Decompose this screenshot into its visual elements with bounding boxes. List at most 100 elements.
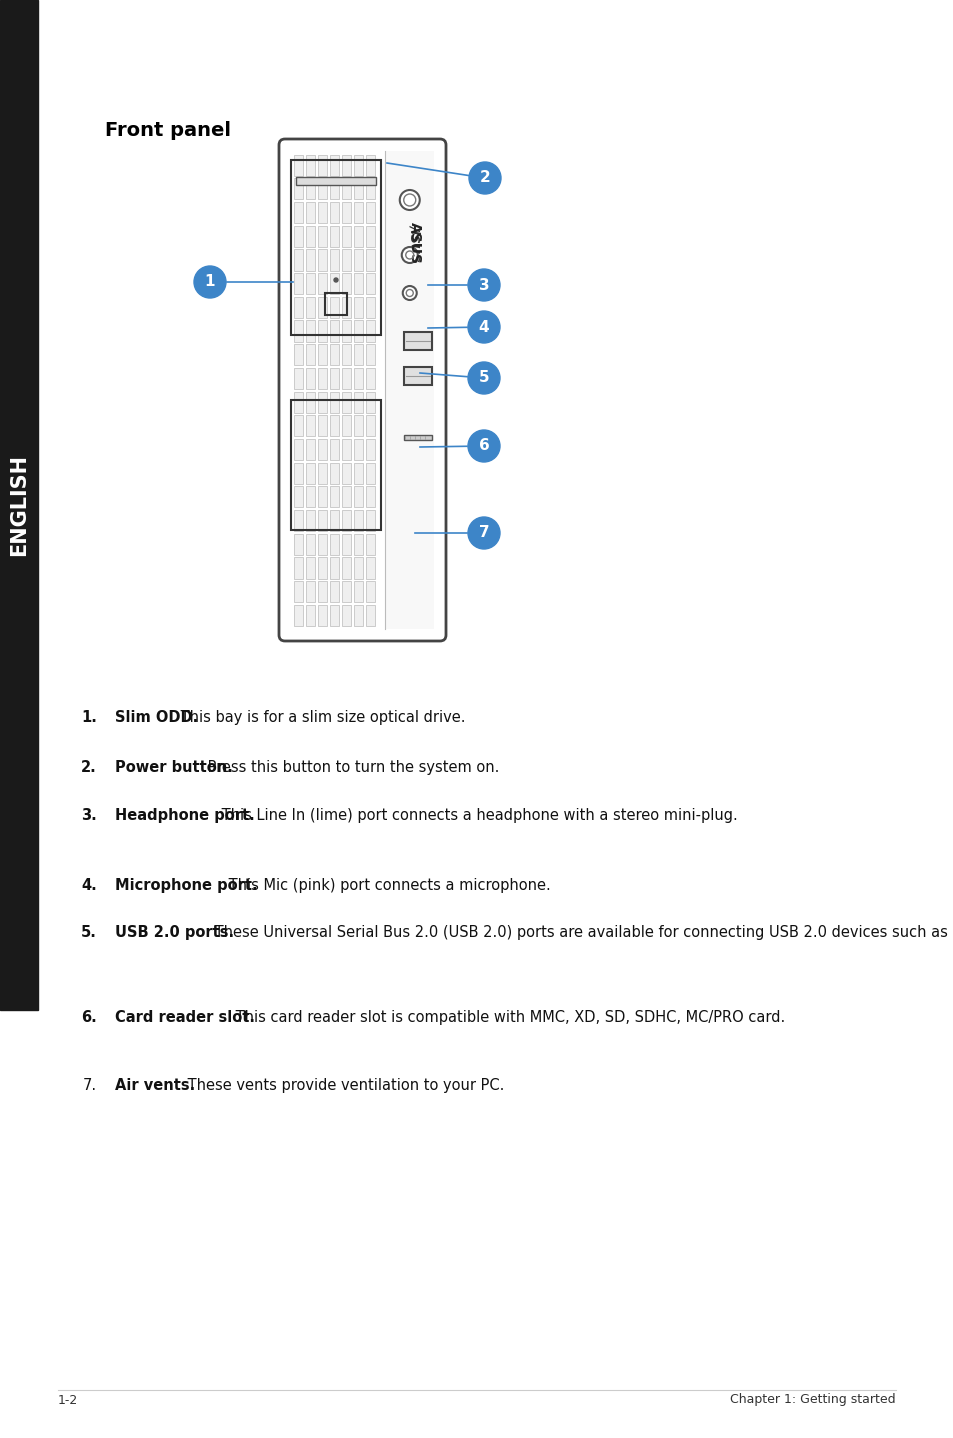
Bar bbox=[294, 321, 303, 342]
Bar bbox=[317, 533, 327, 555]
Bar bbox=[366, 368, 375, 390]
Bar bbox=[354, 273, 363, 295]
Bar bbox=[354, 296, 363, 318]
Bar bbox=[330, 226, 339, 247]
Bar bbox=[354, 368, 363, 390]
Bar bbox=[317, 486, 327, 508]
Bar bbox=[306, 296, 315, 318]
Circle shape bbox=[468, 430, 499, 462]
Circle shape bbox=[334, 278, 337, 282]
Bar bbox=[330, 321, 339, 342]
Bar bbox=[306, 439, 315, 460]
Bar bbox=[341, 178, 351, 200]
Bar bbox=[330, 533, 339, 555]
Bar bbox=[366, 533, 375, 555]
Bar bbox=[294, 368, 303, 390]
Bar bbox=[317, 416, 327, 436]
Bar bbox=[294, 226, 303, 247]
Bar bbox=[317, 154, 327, 175]
Bar bbox=[330, 368, 339, 390]
Bar bbox=[306, 201, 315, 223]
Text: These vents provide ventilation to your PC.: These vents provide ventilation to your … bbox=[183, 1078, 504, 1093]
Bar bbox=[366, 558, 375, 578]
Bar bbox=[354, 201, 363, 223]
Bar bbox=[341, 416, 351, 436]
Text: Power button.: Power button. bbox=[115, 761, 233, 775]
Bar bbox=[294, 463, 303, 483]
Bar bbox=[317, 273, 327, 295]
Bar bbox=[330, 581, 339, 603]
Bar bbox=[325, 293, 347, 315]
FancyBboxPatch shape bbox=[278, 139, 446, 641]
Text: 7.: 7. bbox=[83, 1078, 97, 1093]
Bar bbox=[366, 321, 375, 342]
Bar bbox=[294, 178, 303, 200]
Bar bbox=[306, 533, 315, 555]
Bar bbox=[306, 368, 315, 390]
Bar bbox=[306, 154, 315, 175]
Bar bbox=[330, 273, 339, 295]
Bar bbox=[366, 510, 375, 531]
Text: Air vents.: Air vents. bbox=[115, 1078, 195, 1093]
Bar bbox=[341, 273, 351, 295]
Bar bbox=[366, 249, 375, 270]
Bar bbox=[294, 605, 303, 626]
Bar bbox=[306, 344, 315, 365]
Bar bbox=[341, 249, 351, 270]
Bar bbox=[330, 154, 339, 175]
Bar bbox=[354, 416, 363, 436]
Text: ASUS: ASUS bbox=[408, 221, 422, 265]
Bar bbox=[341, 368, 351, 390]
Bar bbox=[317, 439, 327, 460]
Text: ENGLISH: ENGLISH bbox=[9, 454, 29, 557]
Bar bbox=[341, 201, 351, 223]
Bar bbox=[317, 226, 327, 247]
Bar bbox=[341, 226, 351, 247]
Text: 1: 1 bbox=[205, 275, 215, 289]
Bar bbox=[306, 510, 315, 531]
Text: Slim ODD.: Slim ODD. bbox=[115, 710, 198, 725]
Bar bbox=[330, 439, 339, 460]
Bar bbox=[330, 296, 339, 318]
Bar bbox=[294, 558, 303, 578]
Circle shape bbox=[401, 247, 417, 263]
Text: Headphone port.: Headphone port. bbox=[115, 808, 254, 823]
Bar bbox=[366, 486, 375, 508]
Text: 2.: 2. bbox=[81, 761, 97, 775]
Bar bbox=[306, 558, 315, 578]
Text: This card reader slot is compatible with MMC, XD, SD, SDHC, MC/PRO card.: This card reader slot is compatible with… bbox=[231, 1009, 784, 1025]
Bar bbox=[306, 321, 315, 342]
Bar bbox=[354, 558, 363, 578]
Bar bbox=[354, 486, 363, 508]
Text: 2: 2 bbox=[479, 171, 490, 186]
Bar bbox=[294, 416, 303, 436]
Bar bbox=[341, 558, 351, 578]
Circle shape bbox=[193, 266, 226, 298]
Text: 5: 5 bbox=[478, 371, 489, 385]
Text: 4: 4 bbox=[478, 319, 489, 335]
Bar bbox=[294, 201, 303, 223]
Circle shape bbox=[468, 311, 499, 344]
Text: 6: 6 bbox=[478, 439, 489, 453]
Bar bbox=[354, 391, 363, 413]
Bar bbox=[330, 201, 339, 223]
Bar bbox=[354, 510, 363, 531]
Text: 3: 3 bbox=[478, 278, 489, 292]
Bar bbox=[341, 605, 351, 626]
Text: 1.: 1. bbox=[81, 710, 97, 725]
Bar bbox=[330, 605, 339, 626]
Bar bbox=[317, 391, 327, 413]
Bar bbox=[354, 321, 363, 342]
Bar bbox=[306, 581, 315, 603]
Text: Microphone port.: Microphone port. bbox=[115, 879, 257, 893]
Bar bbox=[404, 367, 432, 385]
Bar bbox=[306, 249, 315, 270]
Text: 3.: 3. bbox=[81, 808, 97, 823]
Bar bbox=[306, 486, 315, 508]
Bar bbox=[317, 178, 327, 200]
Bar bbox=[306, 273, 315, 295]
Bar bbox=[294, 273, 303, 295]
Bar bbox=[341, 439, 351, 460]
Bar bbox=[366, 178, 375, 200]
Bar bbox=[294, 510, 303, 531]
